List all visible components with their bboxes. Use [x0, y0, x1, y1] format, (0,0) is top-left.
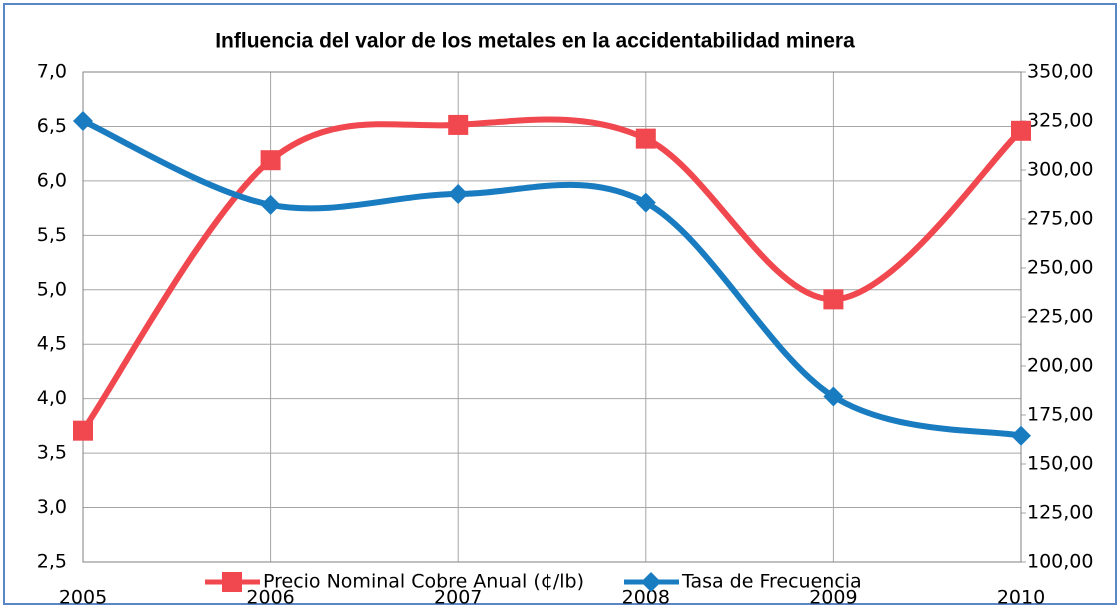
marker-square [448, 114, 469, 135]
marker-diamond [260, 194, 281, 215]
marker-diamond [448, 183, 469, 204]
y2-tick-label: 125,00 [1027, 502, 1093, 524]
y-tick-label: 4,0 [37, 387, 67, 409]
y2-tick-label: 100,00 [1027, 551, 1093, 573]
series-line [81, 118, 1022, 439]
y2-tick-label: 250,00 [1027, 257, 1093, 279]
marker-square [635, 128, 656, 149]
x-tick-label: 2010 [997, 587, 1045, 608]
marker-diamond [635, 192, 656, 213]
y2-tick-label: 225,00 [1027, 306, 1093, 328]
y-tick-label: 3,0 [37, 496, 67, 518]
marker-diamond [73, 111, 93, 131]
x-tick-label: 2009 [809, 587, 857, 608]
series-line [80, 116, 1024, 433]
x-tick-label: 2006 [246, 587, 294, 608]
marker-diamond [823, 386, 844, 407]
legend-label: Precio Nominal Cobre Anual (¢/lb) [263, 571, 584, 593]
y-tick-label: 3,5 [37, 442, 67, 464]
plot-area [82, 71, 1022, 563]
y-tick-label: 5,0 [37, 278, 67, 300]
y2-tick-label: 300,00 [1027, 159, 1093, 181]
marker-square [1011, 120, 1031, 141]
marker-square [260, 150, 281, 171]
y-tick-label: 4,5 [37, 333, 67, 355]
marker-square [823, 289, 844, 310]
y2-tick-label: 325,00 [1027, 110, 1093, 132]
y2-tick-label: 150,00 [1027, 453, 1093, 475]
x-tick-label: 2007 [434, 587, 482, 608]
y-tick-label: 6,5 [37, 115, 67, 137]
y2-tick-label: 275,00 [1027, 208, 1093, 230]
legend-label: Tasa de Frecuencia [681, 571, 862, 593]
y-tick-label: 5,5 [37, 224, 67, 246]
y2-tick-label: 350,00 [1027, 61, 1093, 83]
x-tick-label: 2008 [622, 587, 670, 608]
marker-square [222, 572, 242, 592]
chart-title: Influencia del valor de los metales en l… [215, 30, 855, 53]
marker-diamond [1011, 425, 1031, 446]
y-tick-label: 6,0 [37, 169, 67, 191]
y2-tick-label: 200,00 [1027, 355, 1093, 377]
chart-frame [3, 3, 1117, 605]
y-tick-label: 7,0 [37, 61, 67, 83]
y2-tick-label: 175,00 [1027, 404, 1093, 426]
y-tick-label: 2,5 [37, 551, 67, 573]
marker-square [73, 420, 93, 441]
marker-diamond [641, 572, 661, 592]
x-tick-label: 2005 [59, 587, 107, 608]
